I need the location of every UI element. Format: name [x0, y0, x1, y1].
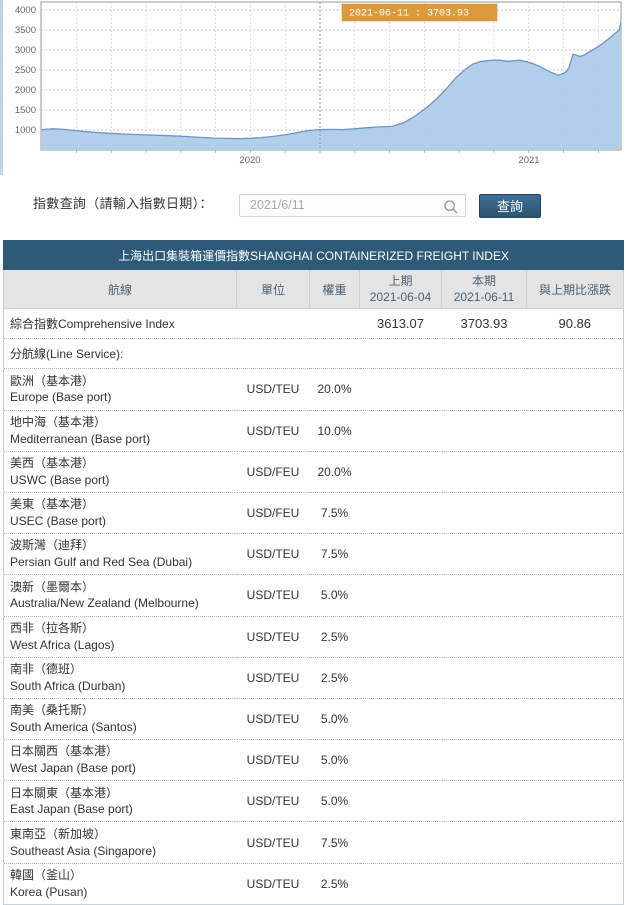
svg-text:1500: 1500	[15, 105, 36, 116]
svg-text:1000: 1000	[15, 125, 36, 136]
svg-text:2500: 2500	[15, 65, 36, 76]
svg-text:4000: 4000	[15, 5, 36, 16]
svg-text:2000: 2000	[15, 85, 36, 96]
svg-text:3000: 3000	[15, 45, 36, 56]
svg-text:3500: 3500	[15, 25, 36, 36]
svg-text:2020: 2020	[239, 155, 260, 166]
svg-text:2021: 2021	[518, 155, 539, 166]
svg-text:2021-06-11 : 3703.93: 2021-06-11 : 3703.93	[349, 9, 469, 20]
